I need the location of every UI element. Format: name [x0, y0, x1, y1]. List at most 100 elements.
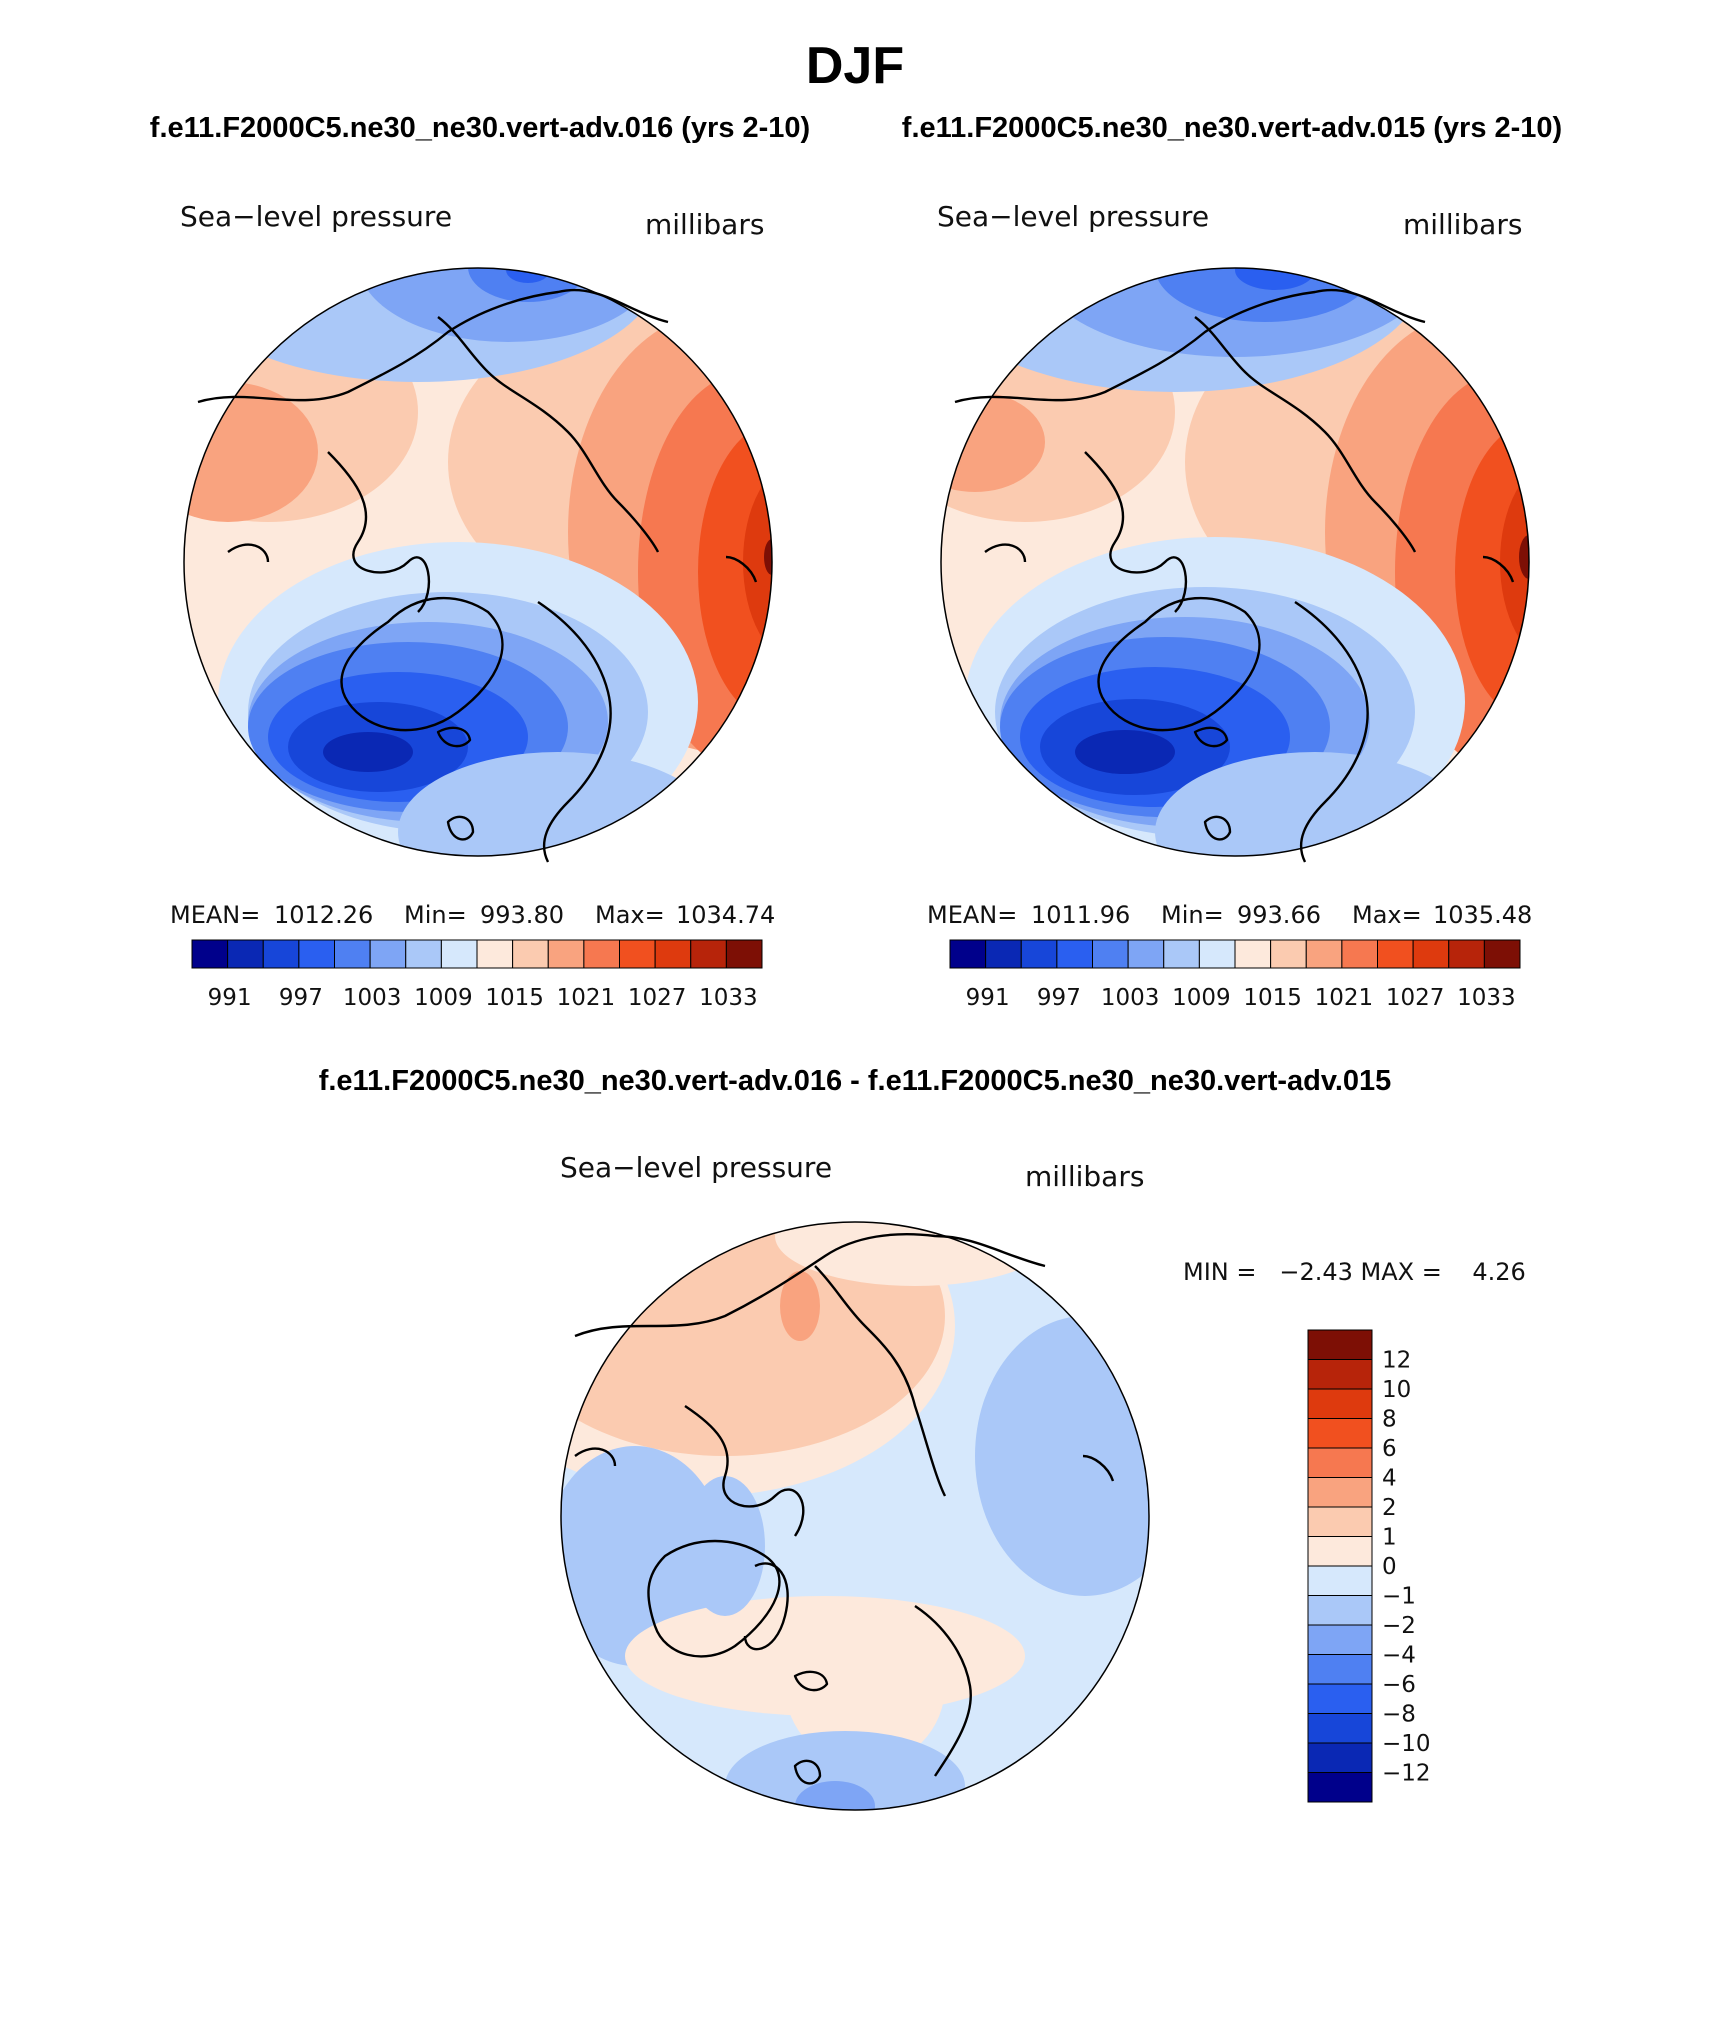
colorbar-diff-tick-label: −8: [1382, 1702, 1416, 1728]
panel-diff-variable: Sea−level pressure: [560, 1151, 832, 1184]
colorbar-left-swatch: [654, 939, 692, 969]
map-left: [183, 267, 773, 863]
colorbar-left-tick-label: 1033: [699, 985, 758, 1011]
colorbar-left-swatch: [619, 939, 656, 969]
colorbar-right-swatch: [1341, 939, 1378, 969]
colorbar-diff-swatch: [1307, 1536, 1373, 1567]
colorbar-left-swatch: [583, 939, 620, 969]
mean-label: MEAN=: [170, 901, 260, 929]
colorbar-diff-tick-label: 8: [1382, 1407, 1397, 1433]
colorbar-diff-swatch: [1307, 1506, 1373, 1537]
colorbar-right-swatch: [1127, 939, 1165, 969]
colorbar-diff-swatch: [1307, 1654, 1373, 1685]
colorbar-right-tick-label: 1015: [1243, 985, 1302, 1011]
mean-value: 1012.26: [274, 901, 373, 929]
colorbar-right-swatch: [1198, 939, 1236, 969]
colorbar-right-swatch: [1270, 939, 1307, 969]
colorbar-diff-swatch: [1307, 1418, 1373, 1449]
coastline: [954, 288, 1515, 863]
colorbar-diff-swatch: [1307, 1359, 1373, 1390]
colorbar-left-swatch: [334, 939, 371, 969]
colorbar-right-swatch: [1483, 939, 1521, 969]
colorbar-diff-swatch: [1307, 1713, 1373, 1744]
min-value: 993.66: [1237, 901, 1321, 929]
colorbar-right-swatch: [1448, 939, 1485, 969]
max-value: 1034.74: [676, 901, 775, 929]
colorbar-right-swatch: [1234, 939, 1272, 969]
colorbar-right-swatch: [1377, 939, 1414, 969]
colorbar-left-tick-label: 1027: [628, 985, 687, 1011]
colorbar-diff-tick-label: 2: [1382, 1495, 1397, 1521]
mean-value: 1011.96: [1031, 901, 1130, 929]
colorbar-left-swatch: [512, 939, 549, 969]
colorbar-diff-swatch: [1307, 1683, 1373, 1714]
colorbar-diff-tick-label: 0: [1382, 1554, 1397, 1580]
panel-diff-units: millibars: [1025, 1160, 1144, 1193]
colorbar-diff-swatch: [1307, 1388, 1373, 1419]
colorbar-right-tick-label: 1009: [1172, 985, 1231, 1011]
colorbar-right-swatch: [949, 939, 987, 969]
colorbar-left-swatch: [262, 939, 300, 969]
coastline: [197, 288, 758, 863]
colorbar-right-tick-label: 991: [966, 985, 1010, 1011]
colorbar-diff-tick-label: −10: [1382, 1731, 1431, 1757]
colorbar-left-swatch: [298, 939, 335, 969]
min-label: Min=: [1161, 901, 1224, 929]
colorbar-diff-swatch: [1307, 1565, 1373, 1596]
max-label: Max=: [1352, 901, 1422, 929]
panel-right: Sea−level pressure millibars: [927, 200, 1532, 1011]
colorbar-right-tick-label: 1021: [1315, 985, 1374, 1011]
colorbar-diff-tick-label: 1: [1382, 1525, 1397, 1551]
panel-diff-minmax: MIN = −2.43 MAX = 4.26: [1183, 1258, 1526, 1286]
panel-left-variable: Sea−level pressure: [180, 200, 452, 233]
colorbar-left-tick-label: 1021: [557, 985, 616, 1011]
panel-right-stats: MEAN= 1011.96 Min= 993.66 Max= 1035.48: [927, 901, 1532, 929]
subtitle-right: f.e11.F2000C5.ne30_ne30.vert-adv.015 (yr…: [902, 112, 1562, 144]
colorbar-left-swatch: [690, 939, 727, 969]
colorbar-left-swatch: [405, 939, 442, 969]
colorbar-right-tick-label: 1003: [1101, 985, 1160, 1011]
colorbar-diff-swatch: [1307, 1772, 1373, 1803]
colorbar-diff-tick-label: −2: [1382, 1613, 1416, 1639]
colorbar-diff-swatch: [1307, 1477, 1373, 1508]
max-value: 1035.48: [1433, 901, 1532, 929]
colorbar-left-swatch: [440, 939, 478, 969]
coastline: [574, 1233, 1115, 1785]
colorbar-diff-tick-label: −6: [1382, 1672, 1416, 1698]
colorbar-diff-swatch: [1307, 1624, 1373, 1655]
colorbar-left: 991 997 1003 1009 1015 1021 1027 1033: [191, 939, 763, 1011]
colorbar-right-swatch: [1305, 939, 1343, 969]
colorbar-left-tick-label: 1015: [485, 985, 544, 1011]
min-value: 993.80: [480, 901, 564, 929]
colorbar-diff-tick-label: −4: [1382, 1643, 1416, 1669]
panel-left-units: millibars: [645, 208, 764, 241]
diff-title: f.e11.F2000C5.ne30_ne30.vert-adv.016 - f…: [319, 1065, 1392, 1097]
colorbar-diff-swatch: [1307, 1742, 1373, 1773]
panel-left-stats: MEAN= 1012.26 Min= 993.80 Max= 1034.74: [170, 901, 775, 929]
colorbar-left-swatch: [191, 939, 229, 969]
colorbar-right-swatch: [1412, 939, 1450, 969]
mean-label: MEAN=: [927, 901, 1017, 929]
colorbar-left-tick-label: 997: [279, 985, 323, 1011]
max-label: Max=: [595, 901, 665, 929]
colorbar-diff-tick-label: 10: [1382, 1377, 1411, 1403]
colorbar-left-swatch: [476, 939, 514, 969]
colorbar-right-swatch: [1092, 939, 1129, 969]
colorbar-diff-tick-label: −1: [1382, 1584, 1416, 1610]
figure-title: DJF: [806, 37, 904, 95]
colorbar-diff-swatch: [1307, 1595, 1373, 1626]
map-right: [940, 267, 1530, 863]
colorbar-right-tick-label: 1033: [1457, 985, 1516, 1011]
colorbar-diff-tick-label: 6: [1382, 1436, 1397, 1462]
colorbar-right-swatch: [985, 939, 1022, 969]
colorbar-diff-swatch: [1307, 1447, 1373, 1478]
colorbar-left-swatch: [369, 939, 407, 969]
colorbar-left-swatch: [227, 939, 264, 969]
colorbar-left-tick-label: 1003: [343, 985, 402, 1011]
colorbar-diff-tick-label: 12: [1382, 1348, 1411, 1374]
colorbar-left-tick-label: 1009: [414, 985, 473, 1011]
colorbar-diff-tick-label: −12: [1382, 1761, 1431, 1787]
subtitle-left: f.e11.F2000C5.ne30_ne30.vert-adv.016 (yr…: [150, 112, 810, 144]
